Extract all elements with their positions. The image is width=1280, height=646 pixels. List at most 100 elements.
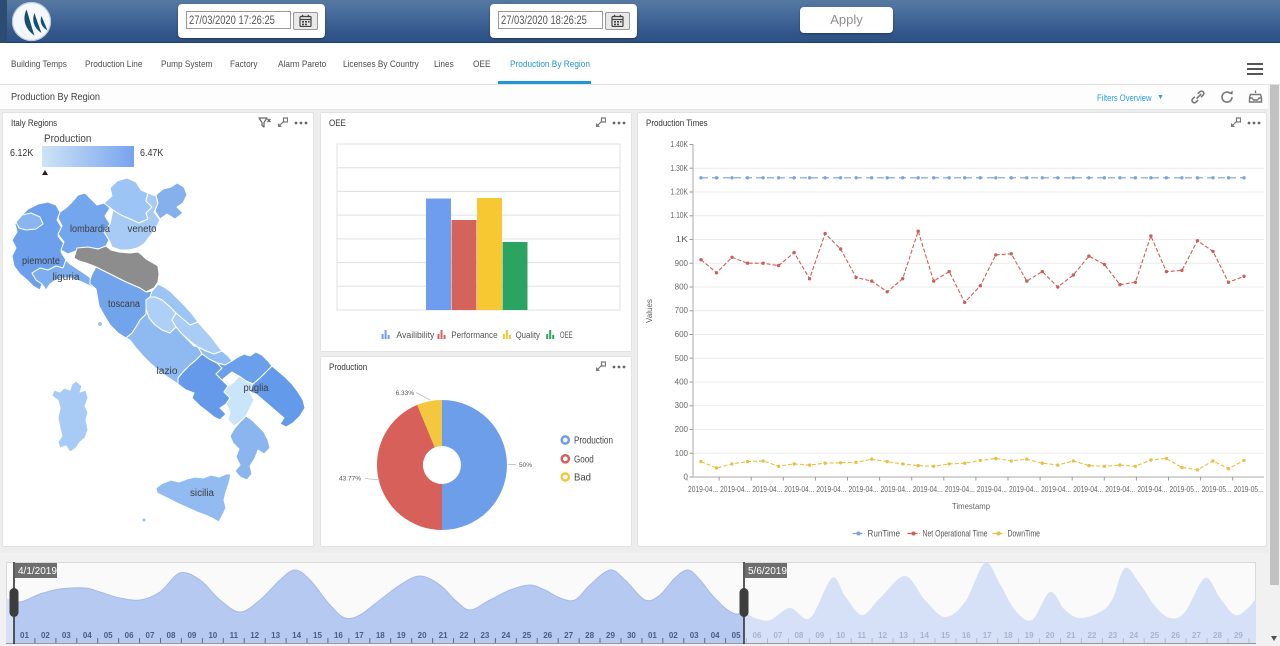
svg-text:08: 08 xyxy=(794,631,803,640)
svg-text:24: 24 xyxy=(1129,631,1138,640)
svg-text:02: 02 xyxy=(669,631,678,640)
svg-text:12: 12 xyxy=(878,631,887,640)
svg-text:09: 09 xyxy=(815,631,824,640)
svg-text:05: 05 xyxy=(104,631,113,640)
svg-text:26: 26 xyxy=(543,631,552,640)
svg-text:2019-05...: 2019-05... xyxy=(1202,485,1232,494)
svg-text:2019-04...: 2019-04... xyxy=(720,485,750,494)
svg-text:30: 30 xyxy=(627,631,636,640)
svg-text:lazio: lazio xyxy=(157,366,178,377)
svg-text:08: 08 xyxy=(167,631,176,640)
svg-text:Good: Good xyxy=(574,453,594,465)
svg-text:600: 600 xyxy=(675,330,689,339)
svg-text:29: 29 xyxy=(606,631,615,640)
svg-text:400: 400 xyxy=(675,378,689,387)
svg-text:15: 15 xyxy=(313,631,322,640)
svg-text:DownTime: DownTime xyxy=(1008,529,1041,539)
svg-text:sicilia: sicilia xyxy=(190,488,214,499)
svg-text:03: 03 xyxy=(690,631,699,640)
svg-text:03: 03 xyxy=(62,631,71,640)
svg-text:100: 100 xyxy=(675,449,689,458)
svg-text:05: 05 xyxy=(732,631,741,640)
svg-text:07: 07 xyxy=(773,631,782,640)
svg-text:2019-04...: 2019-04... xyxy=(849,485,879,494)
svg-text:17: 17 xyxy=(355,631,364,640)
svg-text:27: 27 xyxy=(564,631,573,640)
svg-text:13: 13 xyxy=(899,631,908,640)
svg-text:28: 28 xyxy=(585,631,594,640)
svg-text:1.20K: 1.20K xyxy=(671,188,689,197)
svg-text:Quality: Quality xyxy=(516,330,541,340)
svg-text:5/6/2019: 5/6/2019 xyxy=(748,566,787,577)
svg-text:07: 07 xyxy=(146,631,155,640)
svg-text:25: 25 xyxy=(522,631,531,640)
svg-text:Values: Values xyxy=(645,299,654,323)
svg-text:43.77%: 43.77% xyxy=(339,476,361,483)
svg-text:Availibility: Availibility xyxy=(396,330,434,340)
svg-text:16: 16 xyxy=(962,631,971,640)
svg-text:2019-04...: 2019-04... xyxy=(881,485,911,494)
svg-text:10: 10 xyxy=(208,631,217,640)
svg-text:26: 26 xyxy=(1171,631,1180,640)
svg-text:Bad: Bad xyxy=(574,472,591,484)
svg-text:2019-04...: 2019-04... xyxy=(1105,485,1135,494)
svg-text:20: 20 xyxy=(418,631,427,640)
svg-text:OEE: OEE xyxy=(560,330,573,340)
svg-text:22: 22 xyxy=(1087,631,1096,640)
svg-text:300: 300 xyxy=(675,401,689,410)
svg-text:2019-05...: 2019-05... xyxy=(1170,485,1200,494)
svg-text:18: 18 xyxy=(376,631,385,640)
svg-text:14: 14 xyxy=(920,631,929,640)
svg-text:06: 06 xyxy=(753,631,762,640)
svg-text:2019-05...: 2019-05... xyxy=(1234,485,1264,494)
svg-text:21: 21 xyxy=(439,631,448,640)
svg-text:700: 700 xyxy=(675,306,689,315)
svg-text:2019-04...: 2019-04... xyxy=(816,485,846,494)
svg-text:RunTime: RunTime xyxy=(868,529,901,539)
svg-text:1.30K: 1.30K xyxy=(671,164,689,173)
svg-text:23: 23 xyxy=(1108,631,1117,640)
svg-text:11: 11 xyxy=(230,631,239,640)
svg-text:21: 21 xyxy=(1067,631,1076,640)
svg-text:16: 16 xyxy=(334,631,343,640)
svg-text:1.40K: 1.40K xyxy=(671,140,689,149)
svg-text:2019-04...: 2019-04... xyxy=(752,485,782,494)
svg-text:23: 23 xyxy=(480,631,489,640)
svg-text:liguria: liguria xyxy=(53,272,80,283)
svg-text:6.33%: 6.33% xyxy=(396,390,415,397)
svg-text:11: 11 xyxy=(857,631,866,640)
svg-text:15: 15 xyxy=(941,631,950,640)
svg-text:18: 18 xyxy=(1004,631,1013,640)
svg-text:piemonte: piemonte xyxy=(22,256,60,267)
svg-text:19: 19 xyxy=(1025,631,1034,640)
svg-text:2019-04...: 2019-04... xyxy=(1073,485,1103,494)
svg-text:01: 01 xyxy=(648,631,657,640)
svg-text:Timestamp: Timestamp xyxy=(952,502,991,511)
svg-text:2019-04...: 2019-04... xyxy=(913,485,943,494)
svg-text:50%: 50% xyxy=(519,462,532,469)
svg-text:900: 900 xyxy=(675,259,689,268)
svg-text:2019-04...: 2019-04... xyxy=(1009,485,1039,494)
svg-text:12: 12 xyxy=(250,631,259,640)
svg-text:2019-04...: 2019-04... xyxy=(1041,485,1071,494)
svg-text:puglia: puglia xyxy=(244,383,269,394)
svg-text:2019-04...: 2019-04... xyxy=(1137,485,1167,494)
svg-text:04: 04 xyxy=(83,631,92,640)
svg-text:01: 01 xyxy=(20,631,29,640)
svg-text:2019-04...: 2019-04... xyxy=(784,485,814,494)
svg-text:500: 500 xyxy=(675,354,689,363)
svg-text:0: 0 xyxy=(684,473,689,482)
svg-text:02: 02 xyxy=(41,631,50,640)
svg-text:1.10K: 1.10K xyxy=(671,211,689,220)
svg-text:toscana: toscana xyxy=(108,299,140,310)
svg-text:2019-04...: 2019-04... xyxy=(945,485,975,494)
svg-text:lombardia: lombardia xyxy=(70,224,110,235)
svg-text:200: 200 xyxy=(675,425,689,434)
svg-text:24: 24 xyxy=(501,631,510,640)
svg-text:800: 800 xyxy=(675,283,689,292)
svg-text:2019-04...: 2019-04... xyxy=(688,485,718,494)
svg-text:14: 14 xyxy=(292,631,301,640)
svg-text:veneto: veneto xyxy=(128,224,157,235)
svg-text:25: 25 xyxy=(1150,631,1159,640)
svg-text:Net Operational Time: Net Operational Time xyxy=(923,529,988,539)
